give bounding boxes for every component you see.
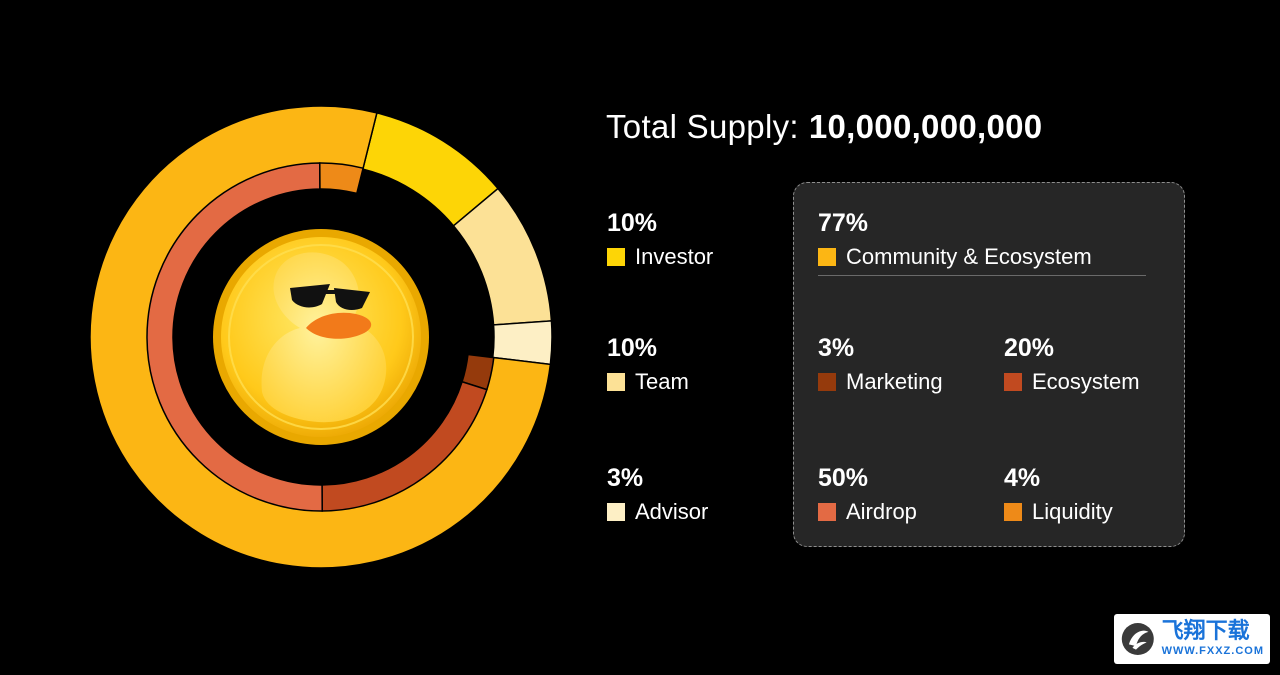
outer-ring (89, 105, 553, 569)
legend-label-community: Community & Ecosystem (846, 244, 1092, 269)
legend-pct-team: 10% (607, 334, 658, 362)
legend-pct-investor: 10% (607, 209, 658, 237)
legend-item-liquidity: 4% Liquidity (1004, 463, 1113, 525)
legend-item-ecosystem: 20% Ecosystem (1004, 333, 1140, 395)
legend-pct-community: 77% (818, 209, 869, 237)
legend-item-community: 77% Community & Ecosystem (818, 208, 1092, 270)
watermark-cn: 飞翔下载 (1161, 619, 1250, 644)
legend-swatch-airdrop (818, 503, 836, 521)
legend-item-investor: 10% Investor (607, 208, 713, 270)
community-ecosystem-panel (793, 182, 1185, 547)
legend-label-investor: Investor (635, 244, 714, 269)
legend-item-marketing: 3% Marketing (818, 333, 943, 395)
total-supply-value: 10,000,000,000 (808, 108, 1043, 145)
legend-label-advisor: Advisor (635, 499, 709, 524)
legend-swatch-liquidity (1004, 503, 1022, 521)
legend-pct-airdrop: 50% (818, 464, 869, 492)
legend-item-team: 10% Team (607, 333, 689, 395)
legend-swatch-marketing (818, 373, 836, 391)
total-supply-title: Total Supply: 10,000,000,000 (606, 108, 1042, 146)
legend-pct-marketing: 3% (818, 334, 855, 362)
watermark-en: WWW.FXXZ.COM (1161, 645, 1264, 657)
legend-label-team: Team (635, 369, 689, 394)
legend-label-marketing: Marketing (846, 369, 943, 394)
legend-label-liquidity: Liquidity (1032, 499, 1113, 524)
legend-swatch-community (818, 248, 836, 266)
legend-label-ecosystem: Ecosystem (1032, 369, 1140, 394)
legend-swatch-team (607, 373, 625, 391)
legend-swatch-ecosystem (1004, 373, 1022, 391)
watermark: 飞翔下载 WWW.FXXZ.COM (1114, 614, 1270, 664)
donut-chart (89, 105, 553, 569)
inner-slice-liquidity (319, 162, 365, 195)
fxxz-logo-icon (1121, 622, 1154, 656)
legend-item-airdrop: 50% Airdrop (818, 463, 917, 525)
legend-swatch-advisor (607, 503, 625, 521)
panel-divider (818, 275, 1146, 276)
duck-coin-icon (213, 229, 429, 445)
legend-pct-ecosystem: 20% (1004, 334, 1055, 362)
legend-item-advisor: 3% Advisor (607, 463, 708, 525)
legend-label-airdrop: Airdrop (846, 499, 917, 524)
legend-pct-liquidity: 4% (1004, 464, 1041, 492)
legend-swatch-investor (607, 248, 625, 266)
total-supply-label: Total Supply: (606, 108, 799, 145)
legend-pct-advisor: 3% (607, 464, 644, 492)
inner-ring (146, 162, 495, 512)
